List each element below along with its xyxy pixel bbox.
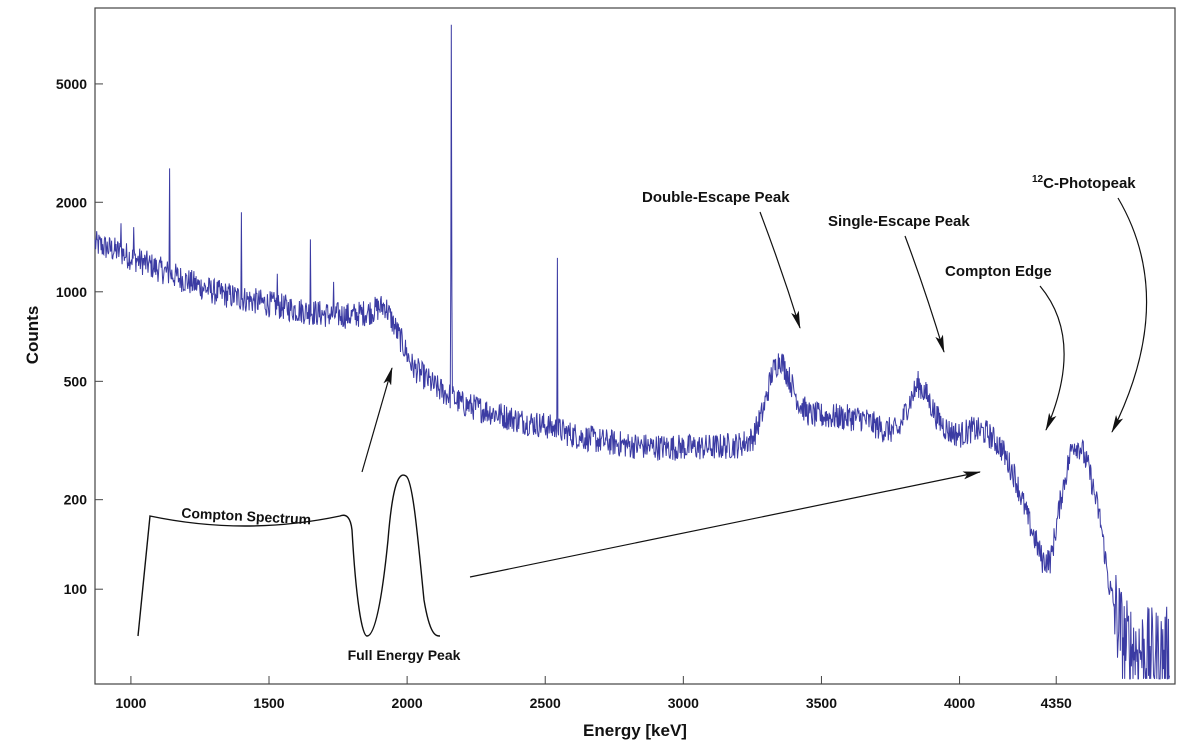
x-axis-ticks: 1000 1500 2000 2500 3000 3500 4000 4350: [115, 676, 1072, 711]
spectrum-line: [94, 24, 1170, 680]
x-tick-label: 4350: [1041, 695, 1072, 711]
annotation-single-escape-arrow: [904, 235, 945, 353]
annotation-compton-edge-arrow: [1039, 285, 1065, 431]
y-tick-label: 5000: [56, 76, 87, 92]
annotation-single-escape-label: Single-Escape Peak: [828, 213, 970, 230]
x-tick-label: 2000: [392, 695, 423, 711]
annotation-photopeak-arrow: [1111, 197, 1148, 433]
annotation-double-escape: Double-Escape Peak: [642, 189, 801, 329]
x-tick-label: 3000: [668, 695, 699, 711]
annotation-photopeak-superscript: 12: [1032, 174, 1044, 185]
x-tick-label: 2500: [530, 695, 561, 711]
inset-arrow-to-spectrum: [469, 471, 981, 578]
annotation-double-escape-arrow: [759, 211, 801, 329]
y-tick-label: 500: [64, 373, 88, 389]
annotation-single-escape: Single-Escape Peak: [828, 213, 970, 353]
annotation-double-escape-label: Double-Escape Peak: [642, 189, 790, 206]
annotation-compton-edge-label: Compton Edge: [945, 263, 1052, 280]
inset-arrow-to-compton: [361, 367, 393, 473]
inset-compton-spectrum-label: Compton Spectrum: [181, 505, 312, 528]
inset-schematic: Compton Spectrum Full Energy Peak: [137, 367, 981, 663]
y-axis-ticks: 100 200 500 1000 2000 5000: [56, 76, 103, 597]
inset-full-energy-peak-label: Full Energy Peak: [348, 647, 461, 663]
y-tick-label: 2000: [56, 194, 87, 210]
inset-curve: [137, 474, 441, 637]
y-tick-label: 100: [64, 581, 88, 597]
annotation-compton-edge: Compton Edge: [945, 263, 1065, 431]
annotation-photopeak-text: C-Photopeak: [1043, 175, 1136, 192]
x-tick-label: 1500: [253, 695, 284, 711]
y-tick-label: 200: [64, 492, 88, 508]
annotation-photopeak: 12C-Photopeak: [1032, 174, 1148, 433]
y-tick-label: 1000: [56, 284, 87, 300]
x-tick-label: 1000: [115, 695, 146, 711]
annotation-photopeak-label: 12C-Photopeak: [1032, 174, 1136, 192]
x-tick-label: 4000: [944, 695, 975, 711]
x-tick-label: 3500: [806, 695, 837, 711]
y-axis-title: Counts: [23, 306, 42, 365]
x-axis-title: Energy [keV]: [583, 721, 687, 740]
plot-frame: [94, 7, 1176, 685]
